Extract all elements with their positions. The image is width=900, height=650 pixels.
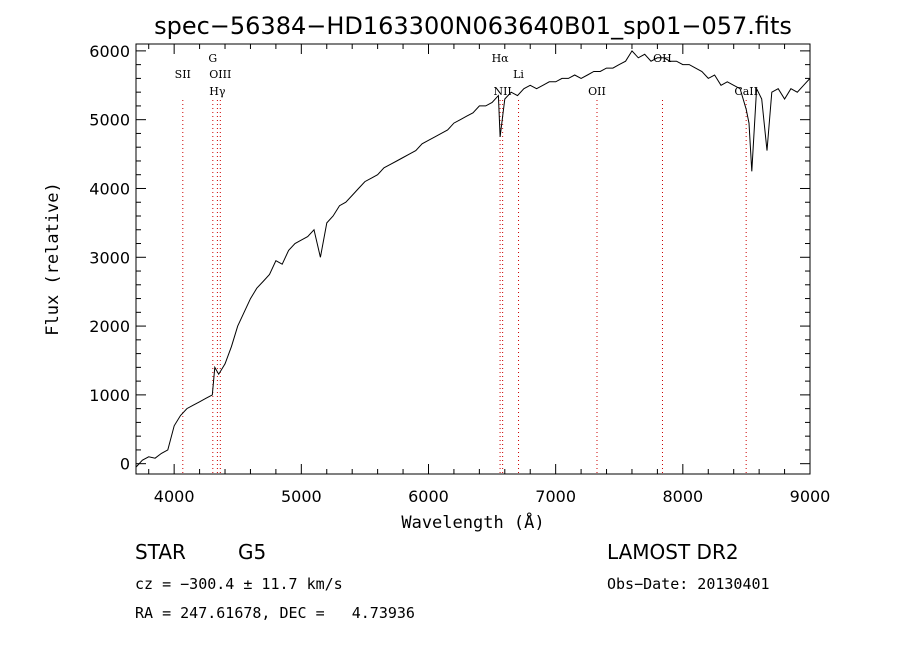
- coordinates-text: RA = 247.61678, DEC = 4.73936: [135, 604, 415, 622]
- line-marker-label: NII: [493, 85, 511, 98]
- survey-label: LAMOST DR2: [607, 540, 739, 564]
- object-class: STAR: [135, 540, 186, 564]
- x-axis-ticks: 4000 5000 6000 7000 8000 9000: [148, 44, 831, 506]
- line-marker-label: OII: [588, 85, 606, 98]
- x-tick-label: 7000: [535, 487, 576, 506]
- redshift-text: cz = −300.4 ± 11.7 km/s: [135, 575, 343, 593]
- spectrum-series-line: [135, 50, 811, 468]
- line-marker-label: SII: [175, 68, 191, 81]
- y-tick-label: 4000: [89, 179, 130, 198]
- y-tick-label: 5000: [89, 111, 130, 130]
- chart-title: spec−56384−HD163300N063640B01_sp01−057.f…: [154, 12, 792, 40]
- line-marker-label: OIII: [209, 68, 231, 81]
- line-marker-label: OH: [653, 52, 672, 65]
- x-tick-label: 4000: [154, 487, 195, 506]
- x-tick-label: 8000: [662, 487, 703, 506]
- x-tick-label: 5000: [281, 487, 322, 506]
- y-tick-label: 3000: [89, 248, 130, 267]
- line-marker-label: CaII: [734, 85, 758, 98]
- y-axis-ticks: 0 1000 2000 3000 4000 5000 6000: [89, 42, 810, 474]
- y-tick-label: 1000: [89, 386, 130, 405]
- y-axis-label: Flux (relative): [43, 182, 63, 336]
- x-tick-label: 6000: [408, 487, 449, 506]
- x-axis-label: Wavelength (Å): [401, 511, 544, 533]
- x-tick-label: 9000: [790, 487, 831, 506]
- y-tick-label: 6000: [89, 42, 130, 61]
- line-marker-label: Li: [513, 68, 524, 81]
- line-marker-label: G: [208, 52, 217, 65]
- line-marker-label: Hγ: [209, 85, 226, 98]
- object-subclass: G5: [238, 540, 267, 564]
- obs-date-text: Obs−Date: 20130401: [607, 575, 770, 593]
- line-marker-label: Hα: [492, 52, 510, 65]
- plot-frame: [135, 43, 811, 475]
- y-tick-label: 2000: [89, 317, 130, 336]
- y-tick-label: 0: [120, 455, 130, 474]
